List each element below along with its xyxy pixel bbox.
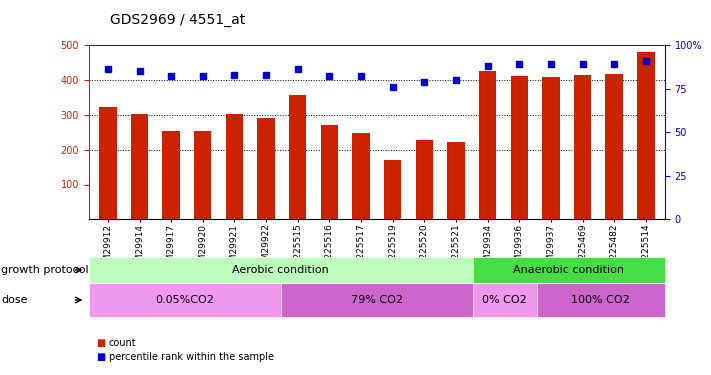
Text: count: count	[109, 338, 137, 348]
Bar	[479, 71, 496, 219]
Text: GDS2969 / 4551_at: GDS2969 / 4551_at	[110, 13, 245, 27]
Bar	[321, 125, 338, 219]
Text: percentile rank within the sample: percentile rank within the sample	[109, 352, 274, 362]
Bar	[99, 107, 117, 219]
Bar	[447, 142, 465, 219]
Bar	[289, 95, 306, 219]
Bar	[353, 133, 370, 219]
Bar	[131, 114, 148, 219]
Bar	[384, 160, 401, 219]
Bar	[574, 75, 592, 219]
Bar	[194, 131, 211, 219]
Text: Aerobic condition: Aerobic condition	[232, 265, 329, 275]
Text: ■: ■	[96, 352, 105, 362]
Bar	[510, 76, 528, 219]
Text: 79% CO2: 79% CO2	[351, 295, 403, 305]
Text: 0% CO2: 0% CO2	[483, 295, 527, 305]
Text: 100% CO2: 100% CO2	[572, 295, 630, 305]
Text: dose: dose	[1, 295, 28, 305]
Bar	[416, 140, 433, 219]
Text: 0.05%CO2: 0.05%CO2	[156, 295, 214, 305]
Bar	[257, 118, 274, 219]
Bar	[606, 74, 623, 219]
Text: ■: ■	[96, 338, 105, 348]
Bar	[225, 114, 243, 219]
Text: Anaerobic condition: Anaerobic condition	[513, 265, 624, 275]
Bar	[542, 77, 560, 219]
Bar	[637, 52, 655, 219]
Text: growth protocol: growth protocol	[1, 265, 89, 275]
Bar	[162, 132, 180, 219]
